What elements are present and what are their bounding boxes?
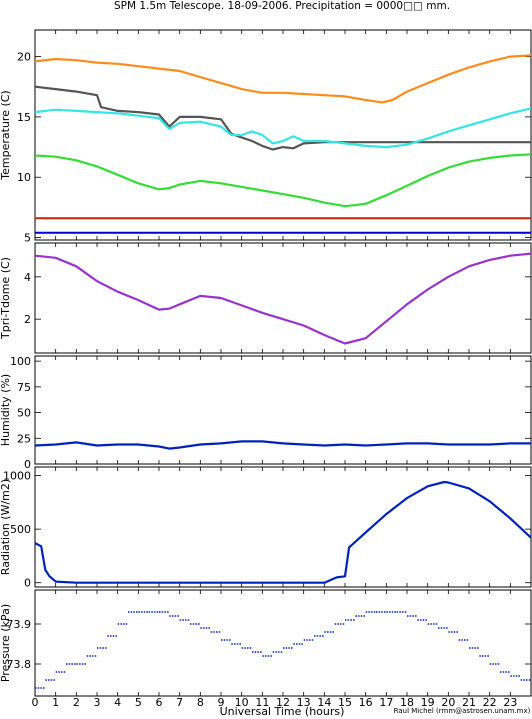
humidity-series-1	[35, 440, 531, 450]
y-tick-label: 73.9	[7, 618, 32, 631]
y-tick-label: 73.8	[7, 658, 32, 671]
x-tick-label: 14	[317, 696, 331, 709]
pressure-y-axis-label: Pressure (kPa)	[0, 604, 12, 682]
x-tick-label: 7	[176, 696, 183, 709]
x-tick-label: 15	[338, 696, 352, 709]
x-tick-label: 1	[52, 696, 59, 709]
x-tick-label: 11	[255, 696, 269, 709]
x-tick-label: 0	[32, 696, 39, 709]
pressure-series-group	[35, 611, 531, 689]
x-tick-label: 4	[114, 696, 121, 709]
humidity-frame	[34, 355, 532, 465]
temperature-series-2	[35, 85, 531, 151]
humidity-y-axis-label: Humidity (%)	[0, 374, 12, 446]
tpri-tdome-series-group	[35, 252, 531, 345]
y-tick-label: 10	[17, 171, 31, 184]
y-tick-label: 50	[17, 407, 31, 420]
chart-panels: 5 10 15 20 Temperature (C) 2 4 Tpri-Tdome (C) 0 2…	[0, 29, 532, 697]
x-tick-label: 5	[135, 696, 142, 709]
pressure-frame	[34, 589, 532, 697]
x-tick-label: 22	[483, 696, 497, 709]
temperature-frame	[34, 29, 532, 241]
y-tick-label: 100	[10, 355, 31, 368]
y-tick-label: 1000	[3, 470, 31, 483]
temperature-series-4	[35, 153, 531, 208]
x-tick-label: 3	[94, 696, 101, 709]
x-tick-label: 21	[462, 696, 476, 709]
y-tick-label: 0	[24, 577, 31, 590]
chart-title: SPM 1.5m Telescope. 18-09-2006. Precipit…	[114, 0, 450, 12]
temperature-y-axis-label: Temperature (C)	[0, 90, 12, 180]
y-tick-label: 0	[24, 458, 31, 471]
tpri-tdome-frame	[34, 242, 532, 354]
x-tick-label: 16	[359, 696, 373, 709]
tpri-tdome-y-axis-label: Tpri-Tdome (C)	[0, 257, 12, 340]
humidity-panel: 0 25 50 75 100 Humidity (%)	[0, 355, 532, 471]
x-tick-label: 6	[156, 696, 163, 709]
x-tick-label: 20	[441, 696, 455, 709]
y-tick-label: 4	[24, 271, 31, 284]
temperature-series-group	[35, 54, 531, 234]
radiation-series-group	[35, 480, 531, 584]
y-tick-label: 25	[17, 432, 31, 445]
x-tick-label: 8	[197, 696, 204, 709]
x-tick-label: 23	[503, 696, 517, 709]
tpri-tdome-series-1	[35, 252, 531, 345]
x-tick-label: 19	[421, 696, 435, 709]
y-tick-label: 500	[10, 523, 31, 536]
temperature-panel: 5 10 15 20 Temperature (C)	[0, 29, 532, 245]
x-tick-label: 18	[400, 696, 414, 709]
tpri-tdome-panel: 2 4 Tpri-Tdome (C)	[0, 242, 532, 354]
temperature-series-1	[35, 54, 531, 104]
y-tick-label: 20	[17, 51, 31, 64]
x-tick-label: 13	[297, 696, 311, 709]
x-tick-label: 12	[276, 696, 290, 709]
y-tick-label: 75	[17, 381, 31, 394]
y-tick-label: 2	[24, 313, 31, 326]
temperature-series-3	[35, 107, 531, 149]
y-tick-label: 15	[17, 111, 31, 124]
humidity-series-group	[35, 440, 531, 450]
x-tick-label: 9	[218, 696, 225, 709]
radiation-y-axis-label: Radiation (W/m2)	[0, 479, 12, 575]
radiation-series-1	[35, 480, 531, 584]
x-tick-labels: 0 1 2 3 4 5 6 7 8 9 10 11 12 13 14 15 16 17 18 19 20 21 22 23	[32, 696, 518, 709]
y-tick-label: 5	[24, 232, 31, 245]
x-tick-label: 17	[379, 696, 393, 709]
credit-text: Raul Michel (rmm@astrosen.unam.mx)	[394, 707, 531, 715]
x-axis-label: Universal Time (hours)	[220, 705, 345, 718]
x-tick-label: 2	[73, 696, 80, 709]
x-tick-label: 10	[235, 696, 249, 709]
